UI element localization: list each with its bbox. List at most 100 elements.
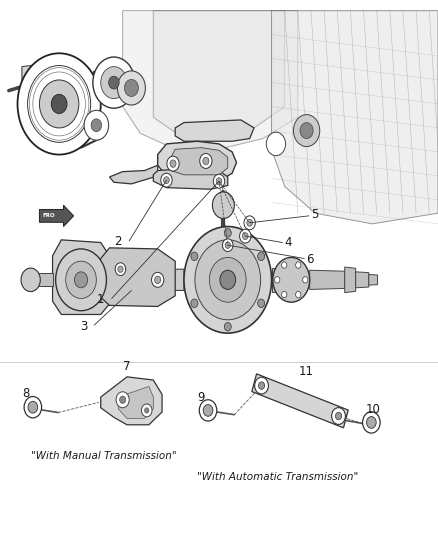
Circle shape [91, 119, 102, 132]
Polygon shape [118, 386, 153, 418]
Circle shape [203, 157, 209, 165]
Circle shape [336, 413, 342, 420]
Circle shape [225, 242, 230, 248]
Text: 3: 3 [80, 320, 88, 333]
Circle shape [21, 268, 40, 292]
Circle shape [116, 392, 129, 408]
Circle shape [195, 240, 261, 320]
Polygon shape [153, 11, 285, 139]
Circle shape [124, 79, 138, 96]
Circle shape [224, 229, 231, 237]
Circle shape [163, 177, 169, 183]
Polygon shape [35, 273, 53, 286]
Polygon shape [153, 168, 228, 189]
Circle shape [39, 80, 79, 128]
Circle shape [244, 216, 255, 230]
Circle shape [363, 412, 380, 433]
Circle shape [101, 67, 127, 99]
Circle shape [243, 232, 248, 239]
Polygon shape [272, 11, 438, 224]
Text: 1: 1 [97, 293, 104, 306]
Circle shape [216, 178, 222, 184]
Circle shape [273, 257, 310, 302]
Circle shape [220, 270, 236, 289]
Circle shape [258, 382, 265, 389]
Circle shape [28, 401, 38, 413]
Circle shape [117, 71, 145, 105]
Circle shape [300, 123, 313, 139]
Circle shape [258, 252, 265, 261]
Circle shape [296, 262, 301, 268]
Circle shape [275, 277, 280, 283]
Polygon shape [369, 274, 378, 285]
Text: 8: 8 [23, 387, 30, 400]
Text: "With Automatic Transmission": "With Automatic Transmission" [197, 472, 358, 482]
Text: 2: 2 [114, 236, 122, 248]
Text: 9: 9 [198, 391, 205, 403]
Circle shape [332, 408, 346, 424]
Circle shape [141, 404, 152, 417]
Polygon shape [96, 269, 184, 290]
Circle shape [56, 249, 106, 311]
Text: 7: 7 [123, 360, 131, 373]
Circle shape [66, 261, 96, 298]
Circle shape [254, 377, 268, 394]
Polygon shape [96, 248, 175, 306]
Text: "With Manual Transmission": "With Manual Transmission" [31, 451, 176, 461]
Circle shape [109, 76, 119, 89]
Circle shape [170, 160, 176, 167]
Circle shape [161, 173, 172, 187]
Circle shape [282, 292, 287, 298]
Circle shape [240, 229, 251, 243]
Polygon shape [310, 270, 345, 289]
Text: 4: 4 [285, 236, 292, 249]
Polygon shape [123, 11, 298, 149]
Circle shape [203, 405, 213, 416]
Polygon shape [101, 377, 162, 425]
Circle shape [167, 156, 179, 171]
Circle shape [155, 276, 161, 284]
Circle shape [266, 132, 286, 156]
Circle shape [224, 322, 231, 331]
Polygon shape [110, 165, 158, 184]
Polygon shape [345, 267, 356, 293]
Circle shape [74, 272, 88, 288]
Circle shape [209, 257, 246, 302]
Polygon shape [53, 240, 110, 314]
Polygon shape [356, 272, 369, 288]
Circle shape [367, 417, 376, 429]
Circle shape [191, 299, 198, 308]
Polygon shape [171, 148, 228, 175]
Circle shape [296, 292, 301, 298]
Circle shape [199, 400, 217, 421]
Circle shape [24, 397, 42, 418]
Text: 10: 10 [366, 402, 381, 416]
Circle shape [93, 57, 135, 108]
Circle shape [28, 66, 91, 142]
Circle shape [115, 263, 126, 276]
Circle shape [293, 115, 320, 147]
Circle shape [120, 396, 126, 403]
Polygon shape [272, 268, 296, 292]
Circle shape [18, 53, 101, 155]
Circle shape [191, 252, 198, 261]
Circle shape [282, 262, 287, 268]
Circle shape [223, 239, 233, 252]
Circle shape [212, 192, 234, 219]
Circle shape [258, 299, 265, 308]
Text: 11: 11 [299, 365, 314, 378]
Circle shape [184, 227, 272, 333]
Text: 6: 6 [307, 253, 314, 266]
Polygon shape [252, 374, 348, 428]
Circle shape [84, 110, 109, 140]
Circle shape [152, 272, 164, 287]
Circle shape [51, 94, 67, 114]
Circle shape [303, 277, 308, 283]
Circle shape [213, 174, 225, 188]
Polygon shape [175, 120, 254, 141]
Polygon shape [158, 141, 237, 181]
Text: 5: 5 [311, 208, 318, 221]
Polygon shape [39, 205, 74, 227]
Text: FRO: FRO [43, 213, 56, 219]
Circle shape [247, 220, 252, 227]
